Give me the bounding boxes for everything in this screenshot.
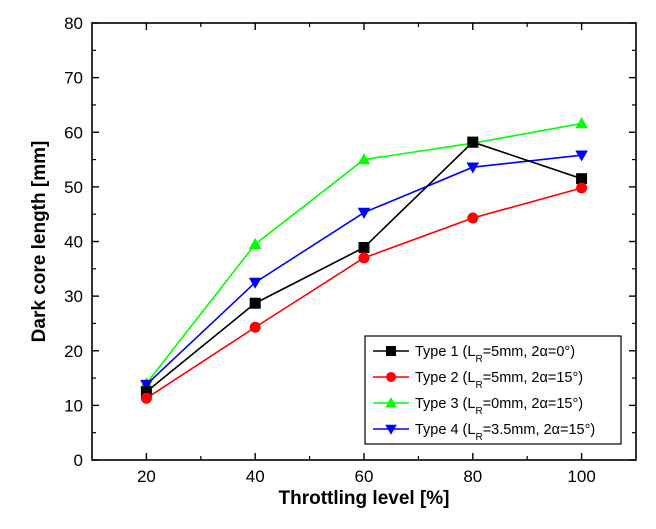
series-3 xyxy=(140,117,588,389)
series-3-point xyxy=(357,153,371,165)
legend-marker xyxy=(385,424,397,435)
series-3-point xyxy=(248,237,262,249)
series-4-point xyxy=(140,379,153,391)
y-tick-label: 60 xyxy=(64,123,83,142)
legend-entry-3: Type 3 (LR=0mm, 2α=15°) xyxy=(373,396,583,417)
series-2-point xyxy=(576,182,588,194)
y-axis-title: Dark core length [mm] xyxy=(29,141,50,343)
x-axis-title: Throttling level [%] xyxy=(279,488,450,509)
y-tick-label: 10 xyxy=(64,396,83,415)
series-4-point xyxy=(466,162,480,174)
series-layer xyxy=(140,117,588,404)
series-1-point xyxy=(140,386,152,398)
y-tick-label: 30 xyxy=(64,287,83,306)
legend-entry-4: Type 4 (LR=3.5mm, 2α=15°) xyxy=(373,422,595,443)
series-2-point xyxy=(249,321,261,333)
legend-marker xyxy=(386,372,396,382)
y-tick-label: 70 xyxy=(64,69,83,88)
x-tick-label: 80 xyxy=(463,467,482,486)
series-3-point xyxy=(575,117,588,129)
legend-box xyxy=(364,335,622,445)
y-tick-label: 20 xyxy=(64,342,83,361)
series-4-point xyxy=(575,150,588,162)
series-1-point xyxy=(249,297,261,309)
y-tick-label: 40 xyxy=(64,233,83,252)
series-1-point xyxy=(576,173,588,185)
legend-entry-1: Type 1 (LR=5mm, 2α=0°) xyxy=(373,344,575,365)
y-tick-label: 50 xyxy=(64,178,83,197)
legend-label: Type 1 (LR=5mm, 2α=0°) xyxy=(415,344,575,365)
series-1-point xyxy=(358,242,370,254)
y-tick-label: 0 xyxy=(74,451,83,470)
y-tick-label: 80 xyxy=(64,14,83,33)
axes: 20 40 60 80 100 0 10 20 30 40 50 60 70 80 xyxy=(64,14,637,486)
series-2-point xyxy=(140,392,152,404)
x-tick-label: 40 xyxy=(246,467,265,486)
legend: Type 1 (LR=5mm, 2α=0°) Type 2 (LR=5mm, 2α… xyxy=(364,335,622,445)
series-2 xyxy=(140,182,588,404)
series-1-point xyxy=(467,136,479,148)
legend-label: Type 3 (LR=0mm, 2α=15°) xyxy=(415,396,583,417)
legend-label: Type 4 (LR=3.5mm, 2α=15°) xyxy=(415,422,595,443)
series-4 xyxy=(140,150,588,391)
series-2-point xyxy=(358,252,370,264)
x-tick-label: 20 xyxy=(137,467,156,486)
legend-marker xyxy=(386,346,396,356)
legend-label: Type 2 (LR=5mm, 2α=15°) xyxy=(415,370,583,391)
series-4-point xyxy=(357,207,371,219)
series-1 xyxy=(140,136,588,398)
series-4-point xyxy=(248,277,262,289)
series-2-point xyxy=(467,212,479,224)
x-tick-label: 100 xyxy=(567,467,595,486)
legend-entry-2: Type 2 (LR=5mm, 2α=15°) xyxy=(373,370,583,391)
legend-marker xyxy=(385,397,397,408)
x-tick-label: 60 xyxy=(355,467,374,486)
